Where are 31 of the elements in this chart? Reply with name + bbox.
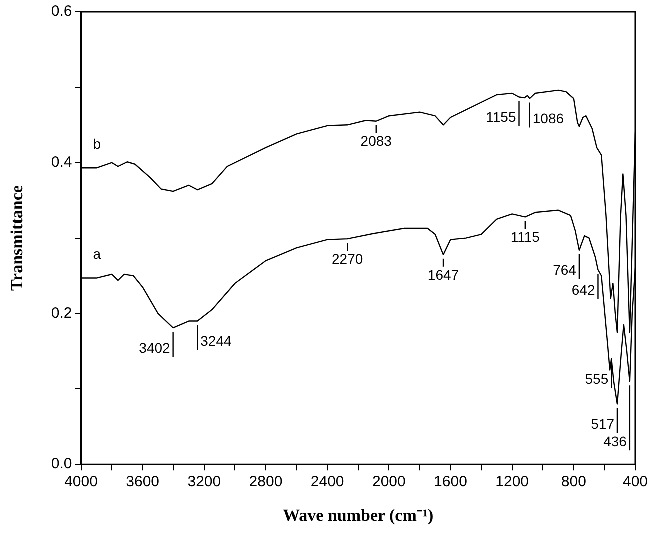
x-tick-label: 800 xyxy=(561,474,586,491)
annotation: 764 xyxy=(553,262,577,278)
series-label: a xyxy=(93,246,102,262)
x-tick-label: 3200 xyxy=(188,474,222,491)
annotation: 2270 xyxy=(332,250,364,267)
x-tick-label: 1600 xyxy=(434,474,468,491)
y-tick-label: 0.6 xyxy=(51,3,72,20)
x-tick-label: 2400 xyxy=(310,474,344,491)
annotation: 517 xyxy=(591,416,615,432)
y-tick-label: 0.2 xyxy=(51,304,72,322)
annotation: 436 xyxy=(604,433,628,450)
annotation: 642 xyxy=(572,282,596,298)
annotation: 2083 xyxy=(360,133,392,150)
x-axis-title: Wave number (cm⁻¹) xyxy=(283,506,434,526)
x-tick-label: 2800 xyxy=(249,474,283,491)
series-label: b xyxy=(93,136,102,152)
annotation: 1647 xyxy=(428,266,460,283)
y-axis-title: Transmittance xyxy=(8,185,27,292)
annotation: 1115 xyxy=(510,229,540,246)
y-tick-label: 0.0 xyxy=(51,456,72,473)
x-tick-label: 2000 xyxy=(372,474,406,491)
y-tick-label: 0.4 xyxy=(51,154,72,172)
annotation: 3244 xyxy=(200,333,232,350)
annotation: 1086 xyxy=(532,110,564,127)
x-tick-label: 4000 xyxy=(64,474,98,491)
x-tick-label: 3600 xyxy=(126,474,160,491)
annotation: 3402 xyxy=(139,340,171,356)
annotation: 1155 xyxy=(486,109,516,126)
annotation: 555 xyxy=(585,370,609,387)
x-tick-label: 1200 xyxy=(496,474,530,491)
x-tick-label: 400 xyxy=(622,474,648,491)
